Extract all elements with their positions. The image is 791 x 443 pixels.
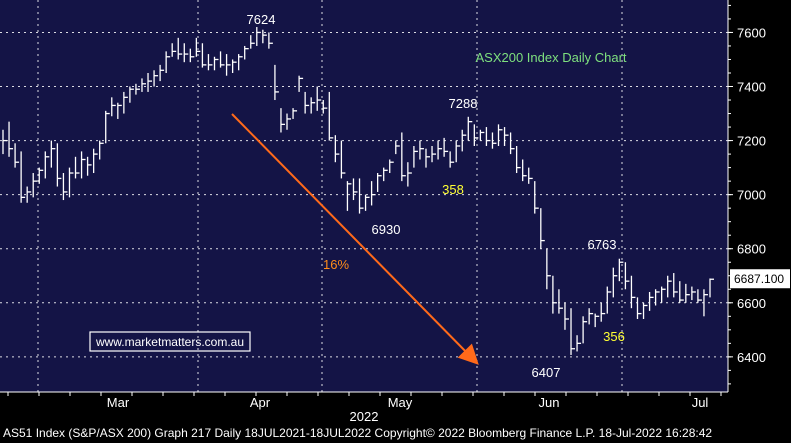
chart-svg: 6400 6600 6800 7000 7200 7400 7600 Mar Apr May Jun… bbox=[0, 0, 791, 424]
y-tick-label: 6800 bbox=[737, 242, 766, 257]
price-annotation: 6930 bbox=[372, 222, 401, 237]
y-tick-label: 7200 bbox=[737, 134, 766, 149]
price-annotation: 358 bbox=[442, 182, 464, 197]
y-tick-label: 7400 bbox=[737, 80, 766, 95]
last-price-label: 6687.100 bbox=[734, 272, 784, 286]
price-annotation: 7288 bbox=[449, 96, 478, 111]
decline-arrow bbox=[231, 113, 479, 365]
y-tick-label: 7600 bbox=[737, 25, 766, 40]
x-month-label: Jun bbox=[539, 395, 560, 410]
y-tick-label: 7000 bbox=[737, 188, 766, 203]
price-annotation: 356 bbox=[603, 329, 625, 344]
price-annotation: 6407 bbox=[532, 365, 561, 380]
x-axis-panel bbox=[0, 392, 791, 423]
website-label: www.marketmatters.com.au bbox=[95, 335, 244, 349]
x-month-label: Jul bbox=[692, 395, 709, 410]
last-price-tag bbox=[730, 269, 790, 289]
y-tick-label: 6600 bbox=[737, 296, 766, 311]
website-box bbox=[89, 331, 251, 352]
x-year-label: 2022 bbox=[350, 409, 379, 423]
price-annotation: 7624 bbox=[247, 12, 276, 27]
x-month-label: Apr bbox=[250, 395, 271, 410]
chart-title: ASX200 Index Daily Chart bbox=[475, 50, 626, 65]
y-tick-label: 6400 bbox=[737, 350, 766, 365]
x-month-label: Mar bbox=[107, 395, 130, 410]
plot-background bbox=[0, 0, 728, 392]
price-annotation: 6763 bbox=[588, 237, 617, 252]
x-month-label: May bbox=[388, 395, 413, 410]
y-axis-panel bbox=[728, 0, 791, 392]
price-annotation: 16% bbox=[323, 257, 349, 272]
footer-caption: AS51 Index (S&P/ASX 200) Graph 217 Daily… bbox=[0, 423, 791, 443]
